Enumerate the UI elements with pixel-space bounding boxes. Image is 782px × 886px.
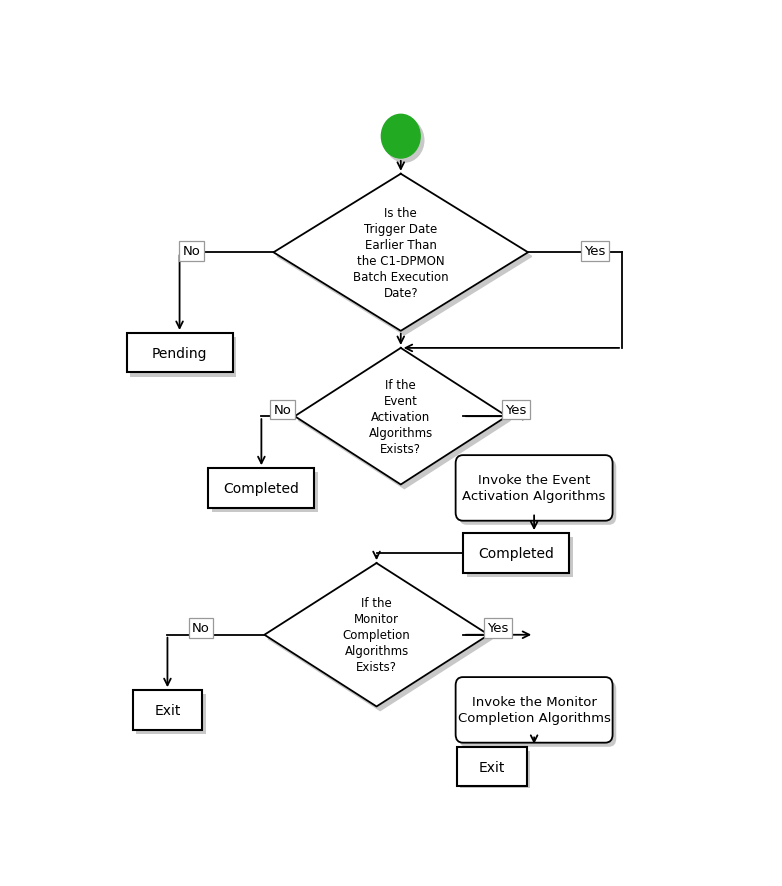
Text: Is the
Trigger Date
Earlier Than
the C1-DPMON
Batch Execution
Date?: Is the Trigger Date Earlier Than the C1-… [353, 206, 449, 299]
Text: Yes: Yes [505, 403, 526, 416]
Circle shape [382, 115, 420, 159]
FancyBboxPatch shape [467, 538, 572, 577]
Text: If the
Monitor
Completion
Algorithms
Exists?: If the Monitor Completion Algorithms Exi… [343, 596, 411, 673]
FancyBboxPatch shape [136, 695, 206, 734]
FancyBboxPatch shape [457, 747, 526, 787]
Text: Yes: Yes [584, 245, 605, 258]
Text: Invoke the Monitor
Completion Algorithms: Invoke the Monitor Completion Algorithms [457, 696, 611, 725]
FancyBboxPatch shape [208, 469, 314, 509]
Polygon shape [268, 568, 493, 711]
Text: No: No [183, 245, 201, 258]
FancyBboxPatch shape [461, 751, 530, 790]
FancyBboxPatch shape [459, 460, 616, 525]
Text: Invoke the Event
Activation Algorithms: Invoke the Event Activation Algorithms [462, 474, 606, 503]
Text: Yes: Yes [487, 622, 508, 634]
FancyBboxPatch shape [459, 681, 616, 747]
Text: Pending: Pending [152, 346, 207, 361]
Text: No: No [274, 403, 292, 416]
FancyBboxPatch shape [127, 333, 232, 373]
Polygon shape [264, 563, 489, 707]
FancyBboxPatch shape [133, 690, 203, 730]
FancyBboxPatch shape [463, 533, 569, 573]
Polygon shape [295, 348, 507, 485]
FancyBboxPatch shape [130, 338, 236, 377]
Text: Exit: Exit [479, 759, 505, 773]
Text: No: No [192, 622, 210, 634]
FancyBboxPatch shape [456, 677, 612, 742]
Circle shape [385, 120, 424, 163]
Text: If the
Event
Activation
Algorithms
Exists?: If the Event Activation Algorithms Exist… [368, 378, 433, 455]
Polygon shape [277, 179, 532, 336]
FancyBboxPatch shape [212, 472, 318, 512]
Polygon shape [299, 353, 511, 489]
Text: Completed: Completed [224, 481, 300, 495]
Text: Completed: Completed [478, 546, 554, 560]
FancyBboxPatch shape [456, 455, 612, 521]
Polygon shape [274, 175, 528, 331]
Text: Exit: Exit [154, 703, 181, 717]
